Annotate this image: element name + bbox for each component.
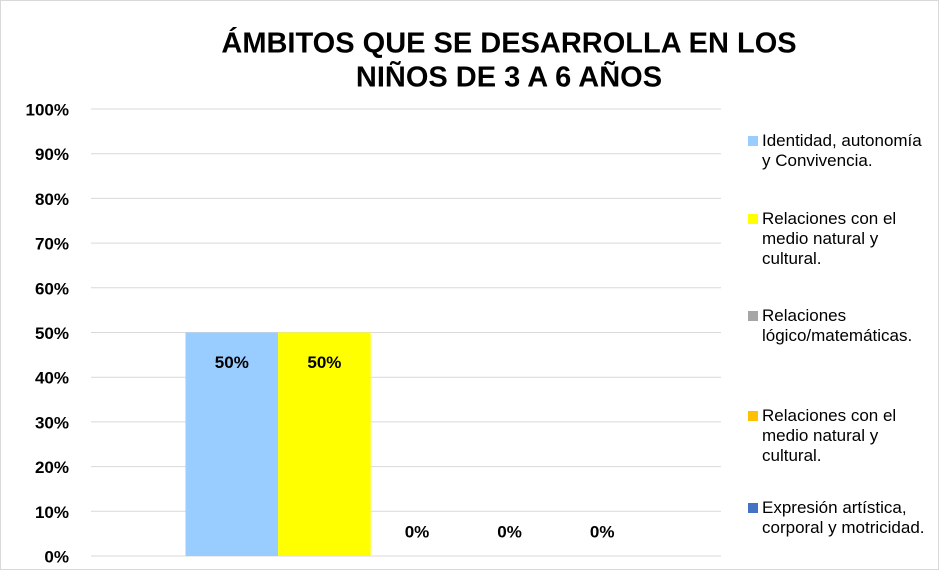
legend-label: Identidad, autonomía y Convivencia. (762, 131, 922, 170)
y-tick-label: 90% (35, 145, 69, 164)
y-tick-label: 70% (35, 235, 69, 254)
data-label: 50% (307, 353, 341, 372)
chart-title: ÁMBITOS QUE SE DESARROLLA EN LOS (221, 26, 796, 60)
legend-swatch (748, 136, 758, 146)
legend-item: Relaciones con el medio natural y cultur… (748, 209, 930, 269)
chart-title: NIÑOS DE 3 A 6 AÑOS (356, 60, 662, 94)
y-tick-label: 30% (35, 413, 69, 432)
y-tick-label: 40% (35, 369, 69, 388)
y-tick-label: 50% (35, 324, 69, 343)
legend-item: Relaciones con el medio natural y cultur… (748, 406, 930, 466)
legend-label: Relaciones con el medio natural y cultur… (762, 406, 897, 465)
legend-swatch (748, 311, 758, 321)
legend-swatch (748, 411, 758, 421)
legend-item: Expresión artística, corporal y motricid… (748, 498, 930, 538)
legend-swatch (748, 503, 758, 513)
legend-label: Expresión artística, corporal y motricid… (762, 498, 925, 537)
y-tick-label: 0% (44, 547, 69, 566)
data-label: 0% (497, 522, 522, 541)
bar (278, 332, 371, 556)
data-label: 0% (405, 522, 430, 541)
y-tick-label: 60% (35, 279, 69, 298)
y-tick-label: 80% (35, 190, 69, 209)
bar (185, 332, 279, 556)
y-tick-label: 100% (26, 100, 69, 119)
data-label: 0% (590, 522, 615, 541)
legend-item: Identidad, autonomía y Convivencia. (748, 131, 930, 171)
legend-item: Relaciones lógico/matemáticas. (748, 306, 930, 346)
legend-label: Relaciones lógico/matemáticas. (762, 306, 913, 345)
legend-label: Relaciones con el medio natural y cultur… (762, 209, 897, 268)
legend-swatch (748, 214, 758, 224)
data-label: 50% (215, 353, 249, 372)
y-tick-label: 10% (35, 503, 69, 522)
y-tick-label: 20% (35, 458, 69, 477)
